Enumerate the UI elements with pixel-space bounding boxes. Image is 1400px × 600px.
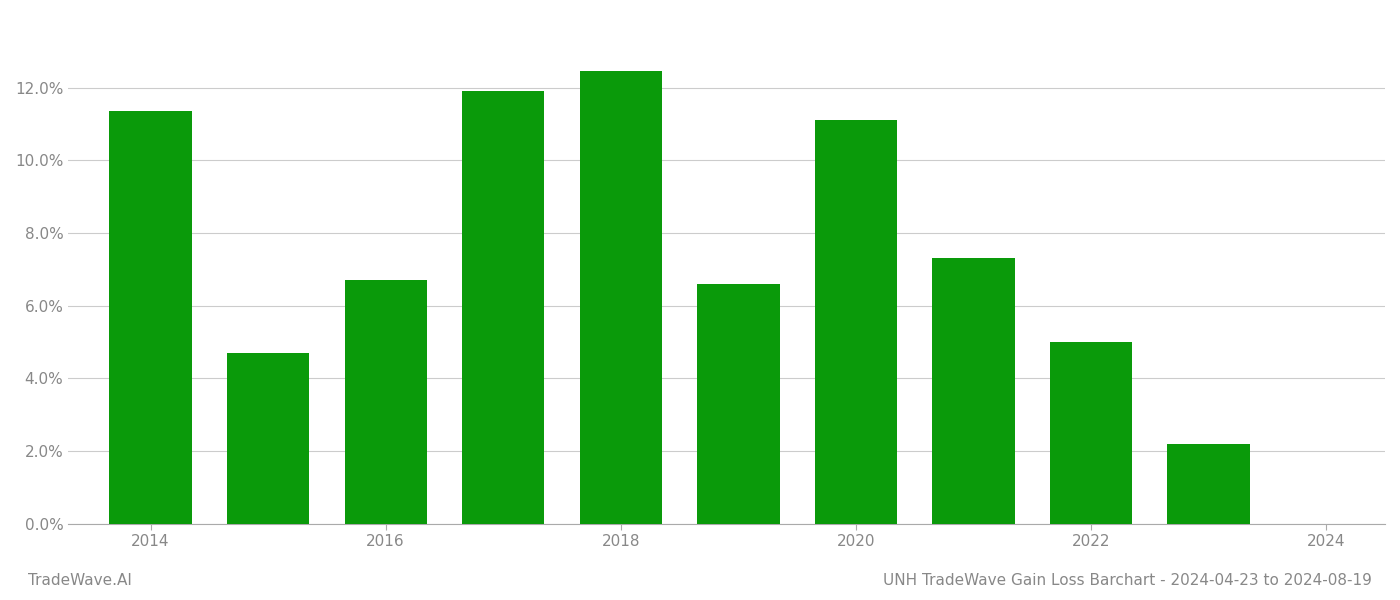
Bar	[1168, 443, 1250, 524]
Bar	[580, 71, 662, 524]
Bar	[1050, 342, 1133, 524]
Text: TradeWave.AI: TradeWave.AI	[28, 573, 132, 588]
Bar	[344, 280, 427, 524]
Bar	[932, 259, 1015, 524]
Text: UNH TradeWave Gain Loss Barchart - 2024-04-23 to 2024-08-19: UNH TradeWave Gain Loss Barchart - 2024-…	[883, 573, 1372, 588]
Bar	[227, 353, 309, 524]
Bar	[462, 91, 545, 524]
Bar	[815, 121, 897, 524]
Bar	[109, 111, 192, 524]
Bar	[697, 284, 780, 524]
